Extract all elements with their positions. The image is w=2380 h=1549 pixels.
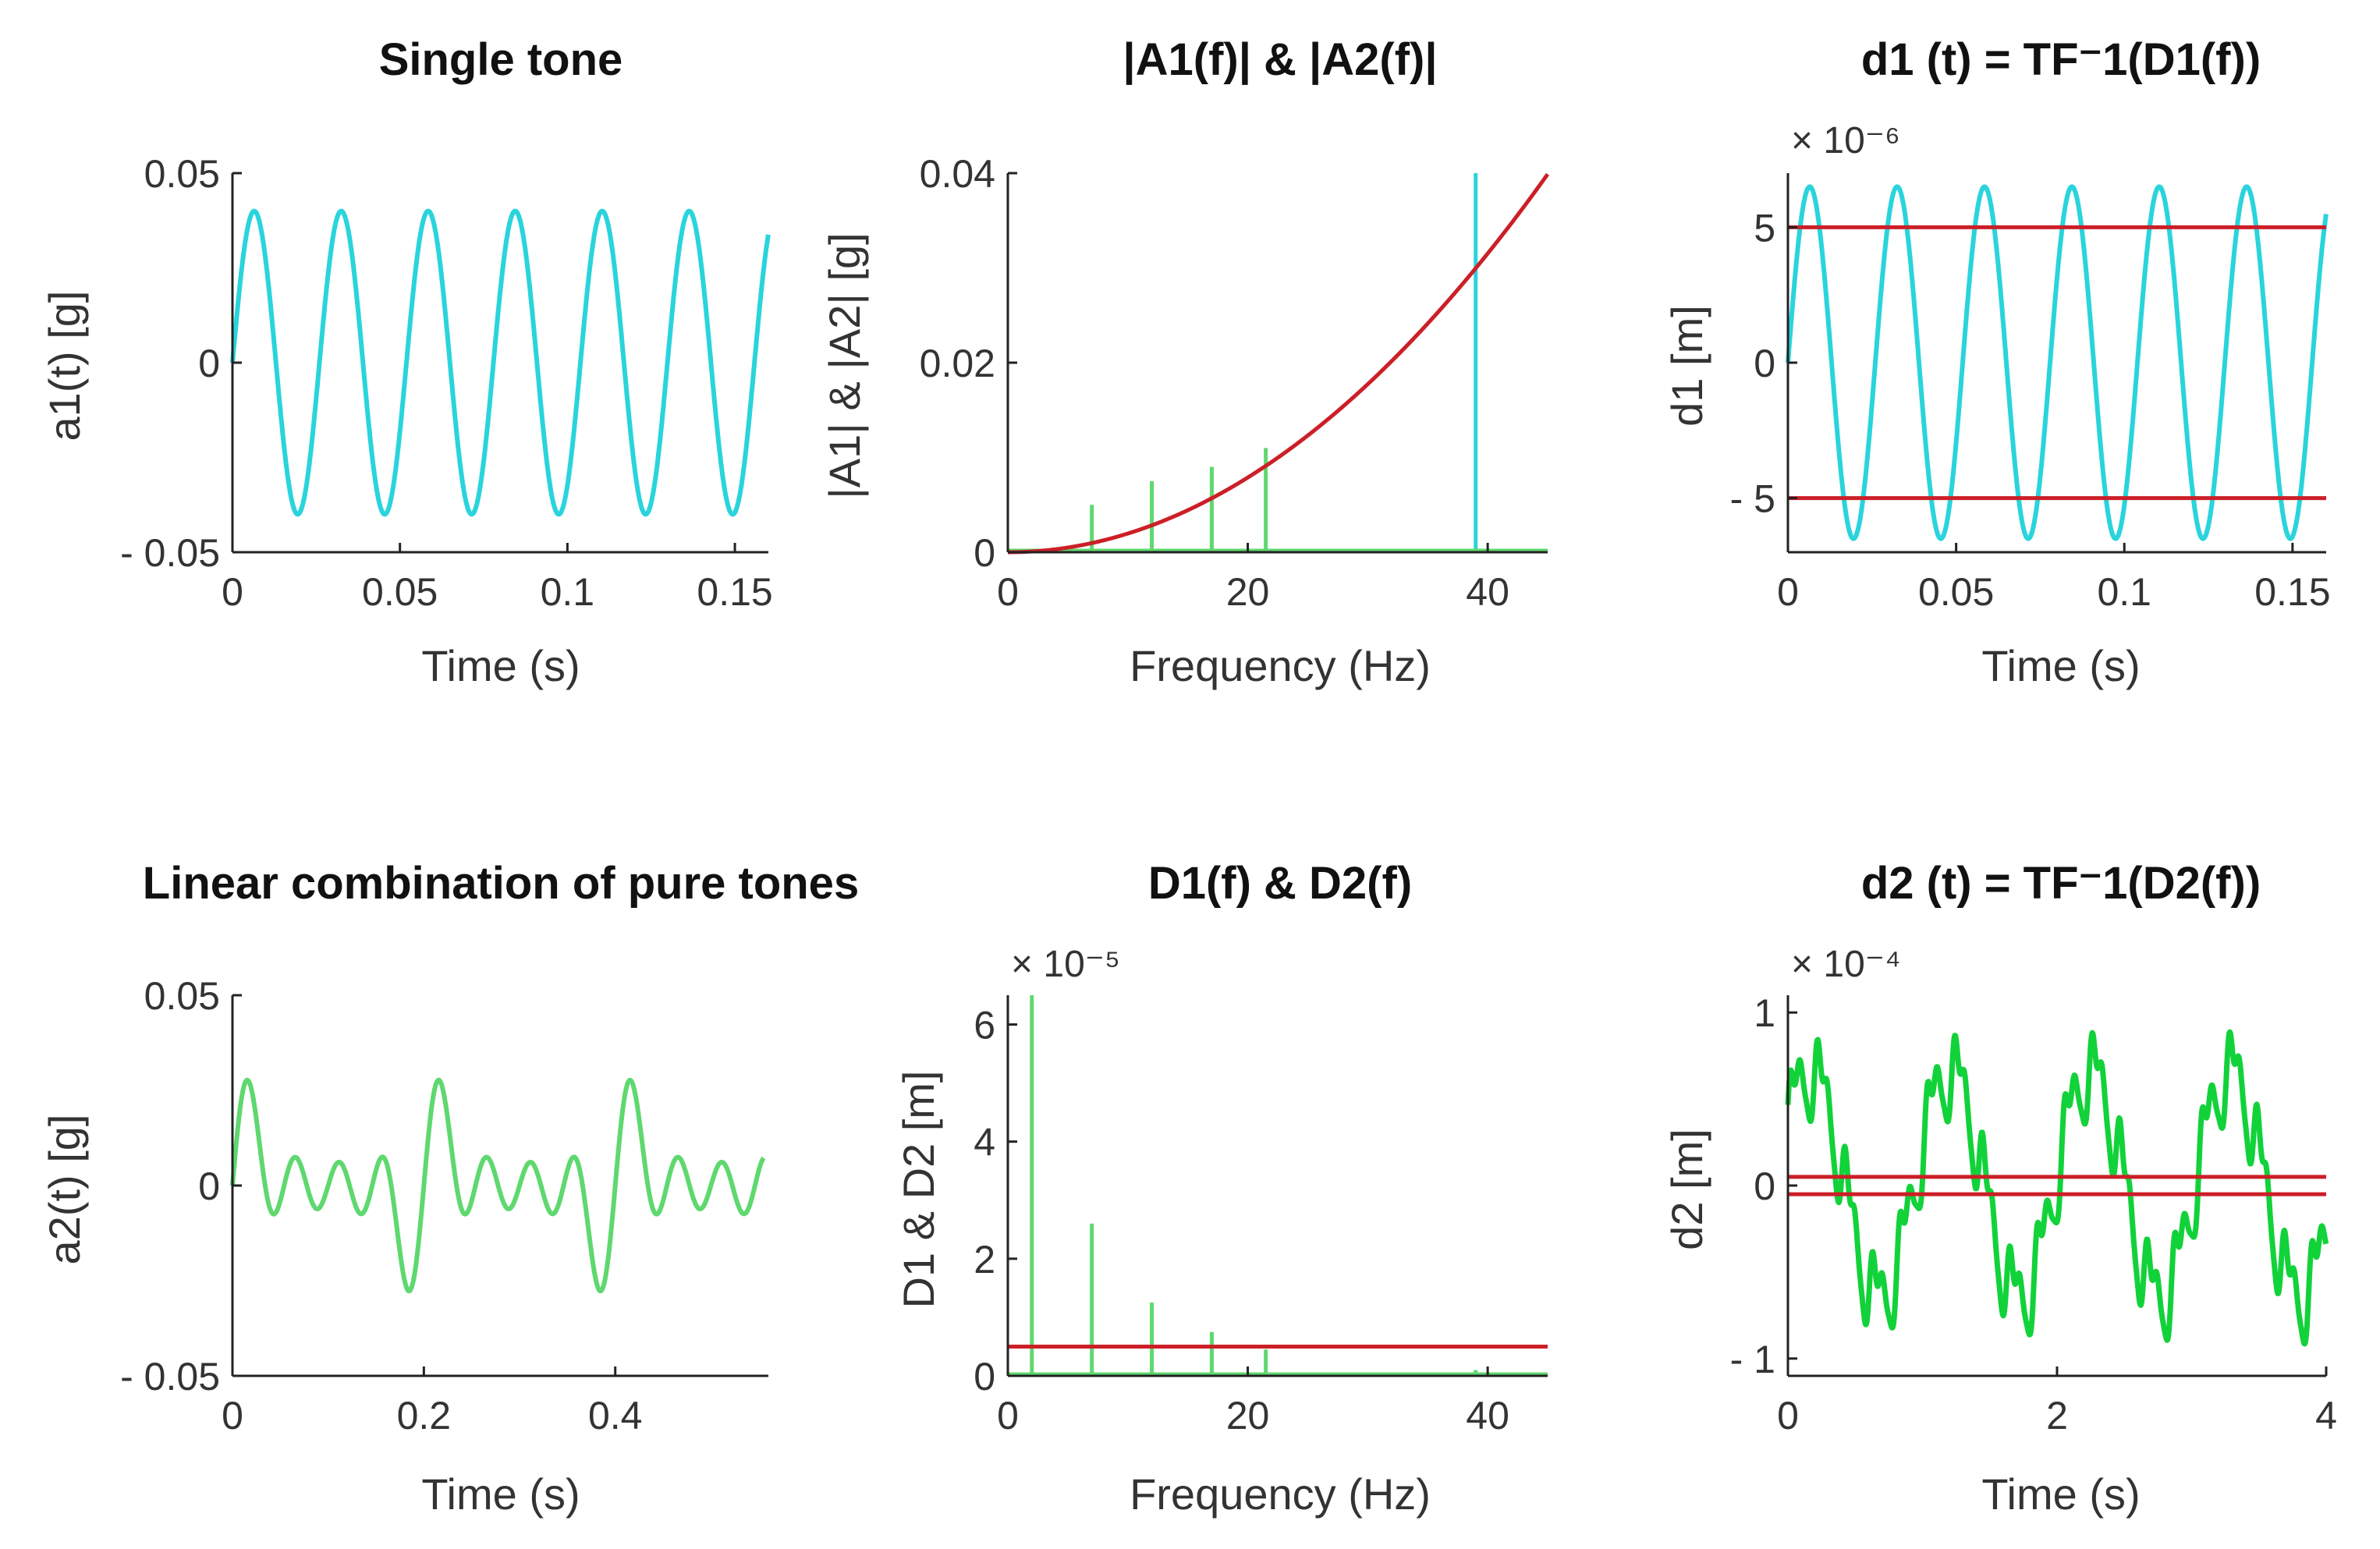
panel-d2-time: d2 (t) = TF⁻1(D2(f)) d2 [m] Time (s) × 1… (1662, 858, 2337, 1519)
x-tick-label: 40 (1466, 1394, 1509, 1437)
panel-single-tone: Single tone a1(t) [g] Time (s) 0 0.05 0.1 0… (40, 34, 773, 690)
series-d1 (1786, 184, 2329, 541)
chart-title: D1(f) & D2(f) (1148, 858, 1412, 909)
y-tick-label: - 1 (1730, 1338, 1775, 1381)
y-tick-label: - 5 (1730, 477, 1775, 521)
x-tick-label: 0.1 (541, 570, 595, 614)
y-tick-label: 0.05 (144, 974, 220, 1018)
x-axis-label: Frequency (Hz) (1130, 1469, 1431, 1519)
series-a1 (230, 208, 771, 517)
chart-title: Single tone (379, 34, 623, 85)
y-axis-label: d2 [m] (1662, 1129, 1711, 1250)
chart-title: d2 (t) = TF⁻1(D2(f)) (1861, 858, 2261, 909)
x-axis-label: Time (s) (421, 1469, 580, 1519)
x-tick-label: 0.4 (588, 1394, 643, 1437)
x-axis-label: Time (s) (421, 641, 580, 690)
x-axis-label: Time (s) (1981, 1469, 2140, 1519)
plot-area: 0 2 4- 101 (1730, 991, 2337, 1437)
y-axis-label: D1 & D2 [m] (894, 1071, 943, 1309)
x-tick-label: 0.2 (397, 1394, 452, 1437)
x-tick-label: 0.05 (1918, 570, 1994, 614)
y-axis-label: a1(t) [g] (40, 291, 89, 441)
series-threshold (1006, 172, 1550, 555)
y-axis-label: a2(t) [g] (40, 1115, 89, 1265)
panel-linear-combination: Linear combination of pure tones a2(t) [… (40, 858, 859, 1519)
y-tick-label: - 0.05 (120, 531, 220, 575)
x-axis-label: Frequency (Hz) (1130, 641, 1431, 690)
y-tick-label: 5 (1754, 206, 1775, 250)
exponent-label: × 10⁻⁴ (1791, 944, 1901, 985)
y-axis-label: d1 [m] (1662, 305, 1711, 427)
series-a2 (230, 1077, 766, 1294)
y-tick-label: 0 (198, 342, 220, 385)
y-tick-label: 6 (974, 1004, 995, 1047)
y-tick-label: 0.02 (920, 342, 995, 385)
exponent-label: × 10⁻⁵ (1011, 944, 1120, 985)
y-tick-label: 0 (1754, 1164, 1775, 1208)
y-tick-label: 0 (1754, 342, 1775, 385)
y-axis-label: |A1| & |A2| [g] (820, 232, 869, 498)
x-tick-label: 4 (2315, 1394, 2337, 1437)
x-tick-label: 40 (1466, 570, 1509, 614)
x-tick-label: 0 (1777, 570, 1799, 614)
x-tick-label: 0 (997, 570, 1019, 614)
panel-amplitude-spectra: |A1(f)| & |A2(f)| |A1| & |A2| [g] Freque… (820, 34, 1550, 690)
plot-area: 0 20 40 0 2 4 6 (974, 995, 1548, 1437)
y-tick-label: 0 (974, 1355, 995, 1398)
y-tick-label: 0.05 (144, 152, 220, 196)
chart-title: |A1(f)| & |A2(f)| (1123, 34, 1437, 85)
x-axis-label: Time (s) (1981, 641, 2140, 690)
x-tick-label: 0.15 (697, 570, 772, 614)
y-tick-label: 4 (974, 1121, 995, 1164)
y-tick-label: 1 (1754, 991, 1775, 1035)
y-tick-label: - 0.05 (120, 1355, 220, 1398)
y-tick-label: 0 (974, 531, 995, 575)
x-tick-label: 0.05 (362, 570, 438, 614)
y-tick-label: 0 (198, 1164, 220, 1208)
x-tick-label: 0 (222, 570, 243, 614)
x-tick-label: 0 (997, 1394, 1019, 1437)
x-tick-label: 20 (1226, 1394, 1270, 1437)
x-tick-label: 2 (2046, 1394, 2068, 1437)
panel-d1-time: d1 (t) = TF⁻1(D1(f)) d1 [m] Time (s) × 1… (1662, 34, 2331, 690)
chart-title: d1 (t) = TF⁻1(D1(f)) (1861, 34, 2261, 85)
x-tick-label: 0 (222, 1394, 243, 1437)
x-tick-label: 0 (1777, 1394, 1799, 1437)
x-tick-label: 20 (1226, 570, 1270, 614)
plot-area: 0 20 40 0 0.02 0.04 (920, 152, 1550, 614)
chart-title: Linear combination of pure tones (143, 858, 859, 909)
y-tick-label: 2 (974, 1238, 995, 1281)
series-d2 (1785, 1029, 2329, 1347)
panel-displacement-spectra: D1(f) & D2(f) D1 & D2 [m] Frequency (Hz)… (894, 858, 1548, 1519)
x-tick-label: 0.15 (2254, 570, 2330, 614)
exponent-label: × 10⁻⁶ (1791, 120, 1900, 161)
y-tick-label: 0.04 (920, 152, 995, 196)
x-tick-label: 0.1 (2097, 570, 2151, 614)
plot-area: 0 0.05 0.1 0.15 - 5 0 5 (1730, 173, 2331, 614)
